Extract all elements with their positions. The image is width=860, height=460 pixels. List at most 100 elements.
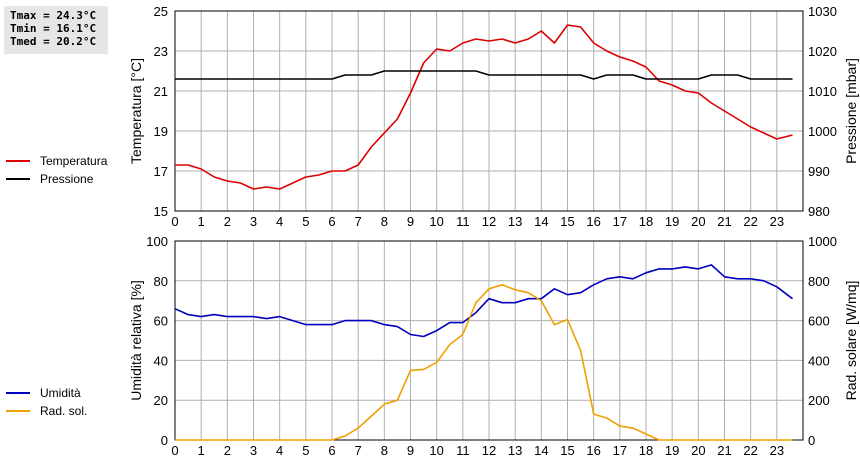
series-line-umidit: [174, 264, 793, 338]
x-tick-label: 2: [224, 214, 231, 229]
series-line-pressione: [175, 70, 793, 80]
tmin-text: Tmin = 16.1°C: [10, 22, 97, 35]
y-left-tick-label: 20: [154, 393, 168, 408]
x-tick-label: 18: [639, 443, 653, 458]
x-tick-label: 8: [381, 443, 388, 458]
x-tick-label: 10: [429, 214, 443, 229]
y-left-tick-label: 17: [154, 164, 168, 179]
x-tick-label: 8: [381, 214, 388, 229]
legend-top: Temperatura Pressione: [6, 152, 107, 188]
legend-swatch-solar: [6, 410, 30, 412]
y-left-tick-label: 19: [154, 124, 168, 139]
x-tick-label: 18: [639, 214, 653, 229]
x-tick-label: 11: [456, 443, 470, 458]
tmed-text: Tmed = 20.2°C: [10, 35, 97, 48]
x-tick-label: 16: [586, 214, 600, 229]
legend-swatch-temperature: [6, 160, 30, 162]
y-right-tick-label: 400: [808, 353, 830, 368]
y-left-axis-title: Umidità relativa [%]: [128, 280, 144, 401]
tmax-text: Tmax = 24.3°C: [10, 9, 97, 22]
x-tick-label: 7: [355, 214, 362, 229]
x-tick-label: 2: [224, 443, 231, 458]
legend-bottom: Umidità Rad. sol.: [6, 384, 87, 420]
x-tick-label: 9: [407, 214, 414, 229]
x-tick-label: 10: [429, 443, 443, 458]
y-right-tick-label: 1000: [808, 234, 837, 249]
x-tick-label: 20: [691, 214, 705, 229]
x-tick-label: 22: [743, 443, 757, 458]
legend-swatch-pressure: [6, 178, 30, 180]
series-line-rad-sol: [175, 283, 793, 441]
x-tick-label: 0: [171, 443, 178, 458]
y-left-tick-label: 23: [154, 44, 168, 59]
temperature-summary-box: Tmax = 24.3°C Tmin = 16.1°C Tmed = 20.2°…: [4, 6, 108, 54]
x-tick-label: 14: [534, 214, 548, 229]
legend-label-humidity: Umidità: [40, 386, 81, 400]
x-tick-label: 16: [586, 443, 600, 458]
x-tick-label: 15: [560, 443, 574, 458]
y-right-axis-title: Pressione [mbar]: [843, 58, 859, 164]
legend-item-pressure: Pressione: [6, 170, 107, 188]
y-right-tick-label: 600: [808, 314, 830, 329]
x-tick-label: 1: [198, 443, 205, 458]
plot-frame: [174, 240, 804, 441]
x-tick-label: 7: [355, 443, 362, 458]
x-tick-label: 22: [743, 214, 757, 229]
legend-label-solar: Rad. sol.: [40, 404, 88, 418]
y-left-tick-label: 60: [154, 314, 168, 329]
y-right-tick-label: 0: [808, 433, 815, 448]
x-tick-label: 20: [691, 443, 705, 458]
y-right-tick-label: 1000: [808, 124, 837, 139]
x-tick-label: 13: [508, 214, 522, 229]
x-tick-label: 17: [613, 214, 627, 229]
x-tick-label: 3: [250, 214, 257, 229]
y-right-tick-label: 980: [808, 204, 830, 219]
x-tick-label: 14: [534, 443, 548, 458]
x-tick-label: 6: [328, 214, 335, 229]
y-left-tick-label: 100: [146, 234, 168, 249]
plot-frame: [174, 10, 804, 212]
y-left-axis-title: Temperatura [°C]: [128, 58, 144, 164]
y-right-tick-label: 1010: [808, 84, 837, 99]
legend-item-temperature: Temperatura: [6, 152, 107, 170]
x-tick-label: 5: [302, 214, 309, 229]
y-left-tick-label: 0: [161, 433, 168, 448]
x-tick-label: 19: [665, 214, 679, 229]
x-tick-label: 12: [482, 443, 496, 458]
y-left-tick-label: 40: [154, 353, 168, 368]
y-right-tick-label: 800: [808, 274, 830, 289]
x-tick-label: 23: [770, 214, 784, 229]
x-tick-label: 23: [770, 443, 784, 458]
chart-panel-1: 0 1 2 3 4 5 6 7 8 9 10 11 12 13 14 15 16 17 18 19 20 21 22 2315…: [128, 4, 859, 229]
x-tick-label: 1: [198, 214, 205, 229]
chart-panel-2: 0 1 2 3 4 5 6 7 8 9 10 11 12 13 14 15 16 17 18 19 20 21 22 2302…: [128, 234, 859, 458]
x-tick-label: 3: [250, 443, 257, 458]
x-tick-label: 17: [613, 443, 627, 458]
y-right-tick-label: 1020: [808, 44, 837, 59]
legend-label-temperature: Temperatura: [40, 154, 108, 168]
x-tick-label: 6: [328, 443, 335, 458]
y-left-tick-label: 15: [154, 204, 168, 219]
x-tick-label: 11: [456, 214, 470, 229]
x-tick-label: 0: [171, 214, 178, 229]
y-right-tick-label: 1030: [808, 4, 837, 19]
legend-label-pressure: Pressione: [40, 172, 94, 186]
x-tick-label: 9: [407, 443, 414, 458]
legend-item-solar: Rad. sol.: [6, 402, 87, 420]
y-left-tick-label: 25: [154, 4, 168, 19]
y-left-tick-label: 80: [154, 274, 168, 289]
x-tick-label: 21: [717, 443, 731, 458]
x-tick-label: 5: [302, 443, 309, 458]
y-left-tick-label: 21: [154, 84, 168, 99]
x-tick-label: 21: [717, 214, 731, 229]
x-tick-label: 12: [482, 214, 496, 229]
x-tick-label: 13: [508, 443, 522, 458]
series-line-temperatura: [175, 24, 793, 190]
x-tick-label: 19: [665, 443, 679, 458]
x-tick-label: 4: [276, 214, 283, 229]
legend-item-humidity: Umidità: [6, 384, 87, 402]
x-tick-label: 4: [276, 443, 283, 458]
y-right-tick-label: 990: [808, 164, 830, 179]
x-tick-label: 15: [560, 214, 574, 229]
